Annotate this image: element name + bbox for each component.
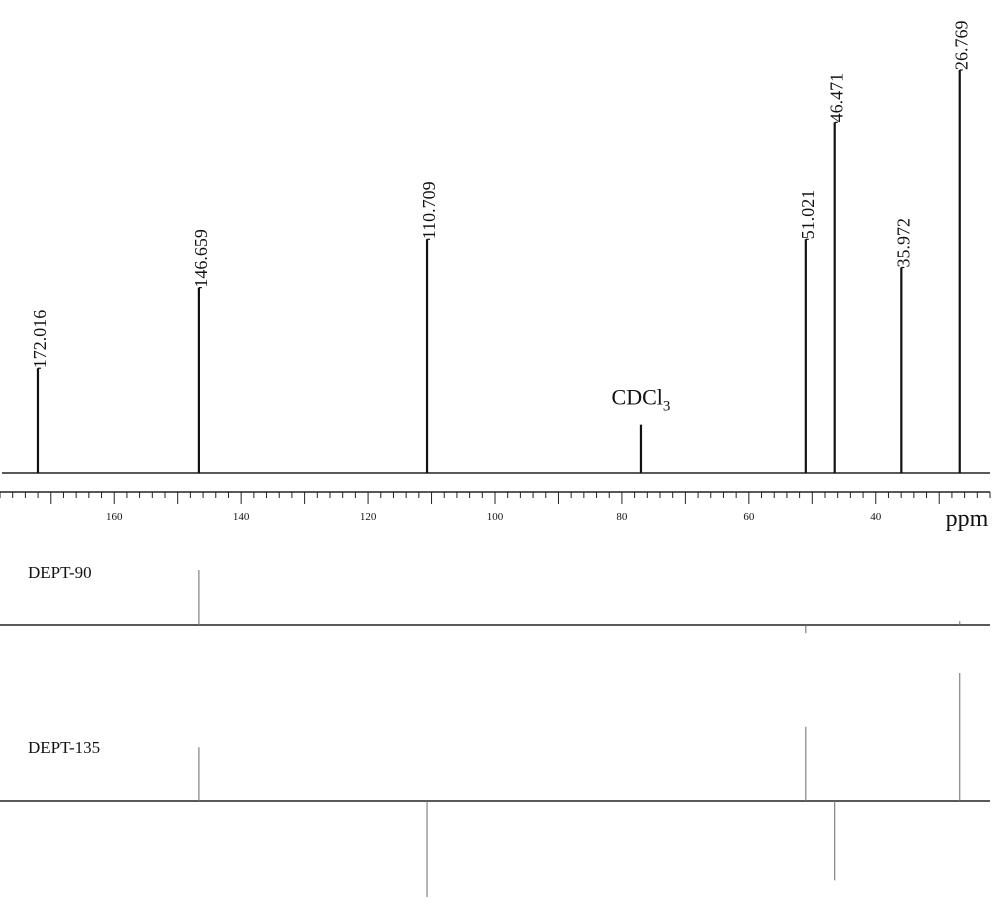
ppm-axis: 160 140 120 100 80 60 40 ppm xyxy=(0,491,991,532)
peak-label: 172.016 xyxy=(30,310,50,369)
axis-tick-label: 160 xyxy=(106,511,123,523)
dept-135-panel: DEPT-135 xyxy=(0,673,990,897)
peak-label: 46.471 xyxy=(827,73,847,123)
peak-label: 110.709 xyxy=(419,181,439,239)
axis-tick-label: 80 xyxy=(616,511,628,523)
carbon-13-spectrum-panel: 172.016 146.659 110.709 CDCl3 51.021 46.471 35… xyxy=(2,21,990,474)
axis-tick-label: 40 xyxy=(870,511,882,523)
dept-90-panel: DEPT-90 xyxy=(0,563,990,634)
peak-label: 51.021 xyxy=(798,190,818,240)
peak-label: 26.769 xyxy=(952,21,972,71)
solvent-label-main: CDCl xyxy=(612,385,663,410)
axis-tick-label: 100 xyxy=(487,511,504,523)
dept-135-label: DEPT-135 xyxy=(28,738,100,757)
peak-label: 146.659 xyxy=(191,229,211,288)
axis-tick-label: 120 xyxy=(360,511,377,523)
solvent-label-subscript: 3 xyxy=(663,399,671,415)
dept-90-label: DEPT-90 xyxy=(28,563,92,582)
peak-label: 35.972 xyxy=(893,218,913,268)
axis-tick-label: 60 xyxy=(743,511,755,523)
solvent-label: CDCl3 xyxy=(612,385,671,415)
axis-tick-label: 140 xyxy=(233,511,250,523)
axis-label-ppm: ppm xyxy=(946,506,989,532)
